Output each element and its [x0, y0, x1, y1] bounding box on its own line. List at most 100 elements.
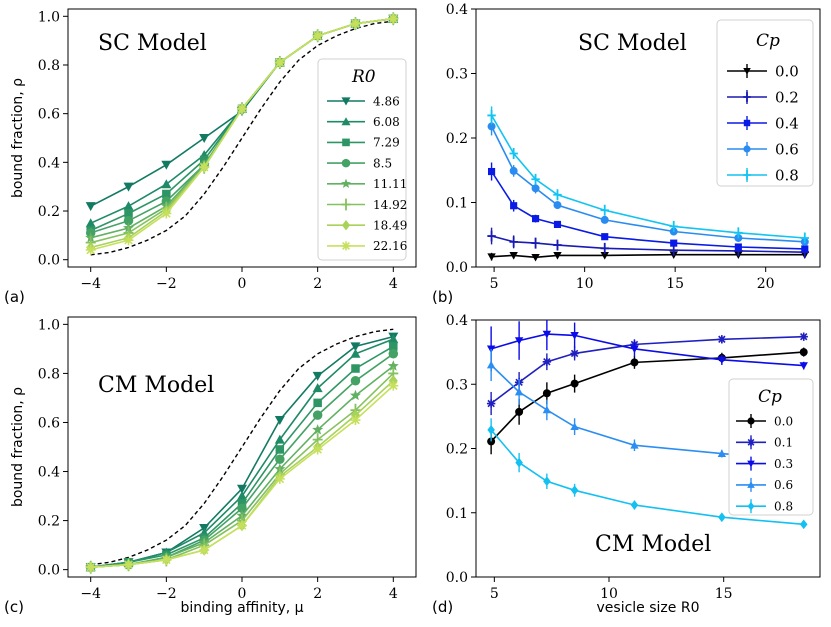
legend-label: 6.08	[373, 115, 400, 129]
data-point	[487, 109, 496, 121]
chart-title: SC Model	[578, 31, 687, 56]
series-0.0	[487, 251, 809, 262]
data-point	[387, 360, 399, 371]
series-line	[490, 171, 805, 250]
legend-label: 22.16	[373, 239, 407, 253]
data-point	[553, 189, 562, 201]
y-tick-label: 0.2	[446, 442, 468, 458]
data-point	[312, 383, 323, 393]
data-point	[351, 364, 360, 373]
data-point	[237, 491, 247, 501]
data-point	[274, 57, 285, 68]
data-point	[486, 360, 496, 369]
x-tick-label: 0	[238, 276, 247, 292]
legend-title: Cp	[758, 387, 782, 407]
data-point	[531, 215, 540, 223]
x-tick-label: 15	[715, 586, 733, 602]
data-point	[553, 220, 562, 228]
legend-swatch-marker	[747, 501, 755, 511]
legend-label: 0.6	[775, 140, 799, 158]
legend-swatch-marker	[341, 241, 351, 251]
y-tick-label: 0.3	[446, 67, 468, 83]
series-0.4	[488, 162, 809, 253]
data-point	[570, 332, 579, 340]
x-tick-label: 20	[757, 276, 775, 292]
legend-label: 0.0	[775, 62, 799, 80]
data-point	[350, 342, 361, 352]
data-point	[601, 233, 609, 241]
legend-entry: 0.8	[736, 499, 793, 514]
data-point	[123, 235, 134, 246]
legend-entry: 6.08	[327, 115, 400, 129]
data-point	[161, 208, 172, 219]
data-point	[509, 148, 518, 159]
y-tick-label: 0.4	[38, 465, 60, 481]
data-point	[717, 335, 727, 344]
legend-swatch-marker	[743, 170, 751, 180]
data-point	[123, 201, 134, 211]
data-point	[275, 454, 285, 465]
data-point	[199, 134, 210, 143]
data-point	[510, 202, 518, 210]
x-tick-label: 5	[490, 276, 499, 292]
y-tick-label: 0.4	[38, 155, 60, 171]
x-tick-label: −2	[156, 276, 177, 292]
x-tick-label: 15	[666, 276, 684, 292]
legend-frame	[317, 58, 407, 261]
legend-entry: 0.0	[736, 414, 793, 428]
data-point	[553, 239, 562, 251]
legend-entry: 4.86	[327, 94, 400, 108]
series-22.16	[85, 13, 399, 255]
legend-label: 0.0	[774, 414, 793, 428]
y-axis: 0.0 0.2 0.4 0.6 0.8 1.0	[38, 9, 68, 269]
x-axis: −4 −2 0 2 4	[80, 267, 398, 292]
legend-swatch-marker	[743, 119, 751, 127]
data-point	[630, 441, 639, 449]
data-point	[734, 243, 742, 251]
data-point	[531, 184, 540, 193]
data-point	[669, 220, 678, 232]
y-axis-label: bound fraction, ρ	[10, 78, 26, 198]
legend-entry: 8.5	[327, 156, 392, 170]
x-axis: −4 −2 0 2 4	[80, 577, 398, 602]
data-point	[161, 160, 172, 170]
legend-swatch-marker	[342, 138, 350, 147]
data-point	[570, 379, 579, 388]
legend-label: 0.1	[774, 436, 793, 450]
series-22.16	[85, 380, 399, 573]
x-tick-label: −4	[80, 276, 101, 292]
data-point	[123, 559, 134, 570]
y-tick-label: 0.6	[38, 415, 60, 431]
legend-swatch-marker	[743, 67, 751, 75]
data-point	[199, 545, 210, 556]
data-point	[486, 399, 496, 408]
data-point	[350, 415, 361, 426]
data-point	[313, 398, 322, 408]
legend-entry: 0.6	[727, 140, 799, 158]
y-tick-label: 0.3	[446, 377, 468, 393]
legend-swatch-marker	[341, 117, 351, 126]
legend-frame	[716, 19, 814, 187]
data-point	[85, 562, 96, 573]
y-tick-label: 0.0	[446, 570, 468, 586]
data-point	[85, 244, 96, 255]
legend-label: 8.5	[373, 156, 392, 170]
data-point	[487, 122, 496, 131]
chart-title: CM Model	[595, 532, 711, 557]
chart-title: SC Model	[98, 31, 207, 56]
data-point	[161, 179, 172, 189]
legend-swatch-marker	[747, 438, 755, 447]
data-point	[515, 457, 523, 468]
x-axis: 5 10 15 20	[490, 267, 775, 292]
data-point	[350, 18, 361, 29]
legend-label: 0.8	[775, 166, 799, 184]
y-axis-label: bound fraction, ρ	[10, 387, 26, 507]
data-point	[799, 362, 808, 370]
legend-entry: 0.2	[727, 88, 799, 106]
data-point	[488, 167, 496, 176]
panel-label: (b)	[432, 288, 453, 306]
y-tick-label: 1.0	[38, 9, 60, 25]
data-point	[237, 503, 247, 514]
data-point	[553, 201, 562, 210]
data-point	[487, 230, 496, 242]
